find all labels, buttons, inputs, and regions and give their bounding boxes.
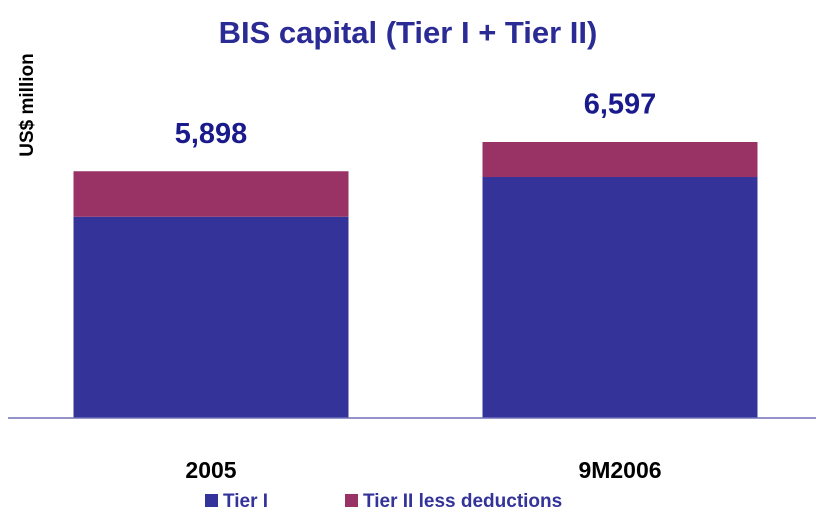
bar-segment: [482, 142, 758, 178]
x-tick-label: 9M2006: [578, 457, 661, 483]
chart-title: BIS capital (Tier I + Tier II): [219, 15, 598, 50]
bar-segment: [73, 216, 349, 418]
bar-segment: [73, 171, 349, 217]
total-label: 5,898: [175, 118, 248, 150]
x-tick-label: 2005: [185, 457, 236, 483]
bar-segment: [482, 177, 758, 418]
total-label: 6,597: [584, 89, 657, 121]
y-axis-label: US$ million: [17, 53, 38, 156]
legend-label: Tier I: [223, 491, 268, 512]
legend-swatch: [205, 494, 218, 507]
legend-swatch: [345, 494, 358, 507]
legend-label: Tier II less deductions: [363, 491, 562, 512]
